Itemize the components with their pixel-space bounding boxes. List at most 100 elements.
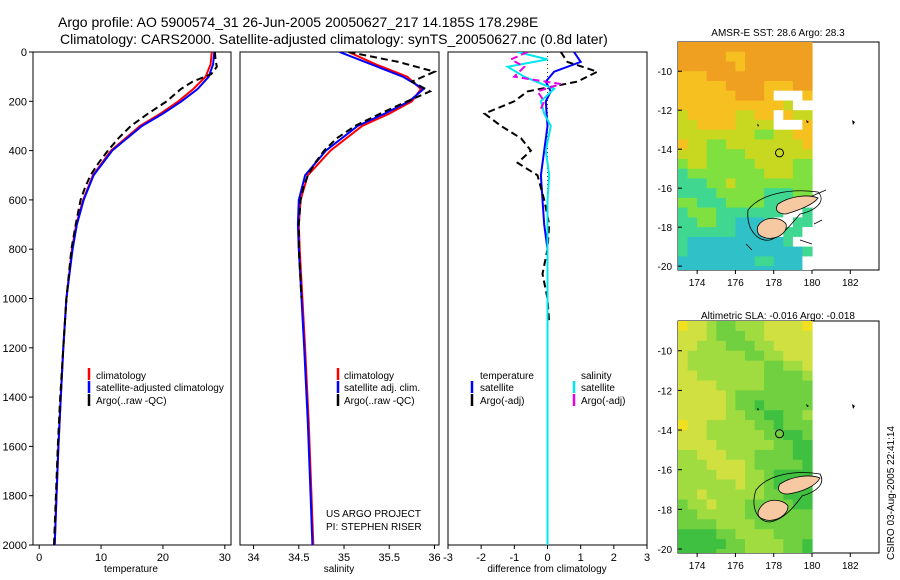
sla-map-grid-cell [725,499,737,510]
sst-map-grid-cell [783,139,794,150]
sla-map-grid-cell [706,420,717,431]
sla-map-grid-cell [706,499,717,510]
sst-map-grid-cell [745,217,756,228]
sst-map-grid-cell [754,266,765,270]
sst-map-grid-cell [764,149,775,160]
sla-map-xtick-label: 180 [804,561,821,572]
sla-map-grid-cell [678,509,689,520]
sla-map-grid-cell [754,360,765,372]
difference-xtick-label: 0 [544,552,550,564]
sla-map-grid-cell [745,479,756,491]
sla-map-grid-cell [783,410,794,421]
sla-map-grid-cell [735,400,746,411]
sst-map-grid-cell [687,119,698,131]
sla-map-grid-cell [802,499,813,510]
sst-map-grid-cell [745,71,756,82]
sst-map-grid-cell [764,61,775,72]
sla-map-grid-cell [678,440,689,451]
sst-map-grid-cell [764,110,775,121]
sla-map-grid-cell [802,390,813,401]
title-line-2: Climatology: CARS2000. Satellite-adjuste… [60,31,608,47]
sst-map-grid-cell [735,149,746,160]
sst-map-grid-cell [706,51,717,62]
sla-map-grid-cell [745,400,756,411]
sst-map-grid-cell [783,149,794,160]
sst-map-grid-cell [773,158,784,170]
difference-xlabel: difference from climatology [487,564,606,575]
sla-map-grid-cell [687,519,698,530]
sst-map-grid-cell [802,51,813,62]
sla-map-grid-cell [754,440,765,451]
sst-map-grid-cell [764,207,775,218]
sst-map-grid-cell [773,71,784,82]
credit-stamp: CSIRO 03-Aug-2005 22:41:14 [886,426,897,560]
temperature-xtick-label: 0 [36,552,42,564]
sst-map-grid-cell [678,256,689,267]
sla-map-grid-cell [802,539,813,550]
sla-map-grid-cell [783,350,794,362]
sla-map-grid-cell [725,539,737,550]
sla-map-grid-cell [697,440,708,451]
sla-map-grid-cell [697,430,708,441]
sla-map-grid-cell [716,430,727,441]
sst-map-grid-cell [754,139,765,150]
sla-map-grid-cell [678,469,689,481]
sst-map-grid-cell [783,81,794,92]
sla-map-grid-cell [764,370,775,382]
sla-map-grid-cell [773,360,784,372]
sla-map-grid-cell [802,459,813,471]
sst-map-grid-cell [773,100,784,111]
sla-map-grid-cell [706,430,717,441]
sla-map-grid-cell [735,440,746,451]
fiji-coastline-outline [753,472,823,523]
sla-map-grid-cell [687,400,698,411]
sst-map-grid-cell [735,158,746,170]
sla-map-grid-cell [716,390,727,401]
salinity-plot-frame [239,51,440,546]
sst-map-grid-cell [706,100,717,111]
sst-map-grid-cell [783,51,794,62]
legend-heading-temperature: temperature [480,371,534,382]
sla-map-grid-cell [745,499,756,510]
sla-map-grid-cell [735,489,746,500]
sla-map-grid-cell [802,340,813,352]
sst-map-grid-cell [745,256,756,267]
sst-map-grid-cell [725,227,737,238]
sla-map-grid-cell [783,330,794,342]
sla-map-grid-cell [773,420,784,431]
sla-map-grid-cell [687,529,698,540]
sla-map-grid-cell [716,420,727,431]
sla-map-grid-cell [773,469,784,481]
sla-map-grid-cell [716,519,727,530]
sst-map-grid-cell [754,188,765,199]
sst-map-grid-cell [735,110,746,121]
sla-map-grid-cell [687,321,698,332]
sst-map-grid-cell [735,61,746,72]
sst-map-grid-cell [773,90,784,101]
legend-label-argo: Argo(..raw -QC) [96,396,167,407]
sla-map: Altimetric SLA: -0.016 Argo: -0.018 174 1… [658,311,880,572]
sla-map-grid-cell [764,549,775,553]
sst-map-grid-cell [706,188,717,199]
sla-map-grid-cell [725,459,737,471]
sla-map-grid-cell [764,449,775,461]
sst-map-grid-cell [716,266,727,270]
temperature-ytick-label: 0 [21,47,27,59]
sla-map-grid-cell [792,350,804,362]
sst-map-grid-cell [706,197,717,209]
sla-map-ytick-label: -14 [658,426,673,437]
sst-map-grid-cell [725,110,737,121]
sst-map-grid-cell [697,178,708,189]
sst-map-grid-cell [764,139,775,150]
sst-map-grid-cell [678,246,689,257]
sla-map-grid-cell [687,449,698,461]
difference-xtick-label: 2 [611,552,617,564]
sst-map-grid-cell [697,139,708,150]
temperature-xtick-label: 20 [157,552,169,564]
sla-map-grid-cell [678,321,689,332]
sst-map-grid-cell [783,256,794,267]
sst-map-grid-cell [783,119,794,131]
temperature-ytick-label: 400 [9,146,27,158]
sla-map-ytick-label: -12 [658,386,673,397]
temperature-ytick-label: 800 [9,244,27,256]
